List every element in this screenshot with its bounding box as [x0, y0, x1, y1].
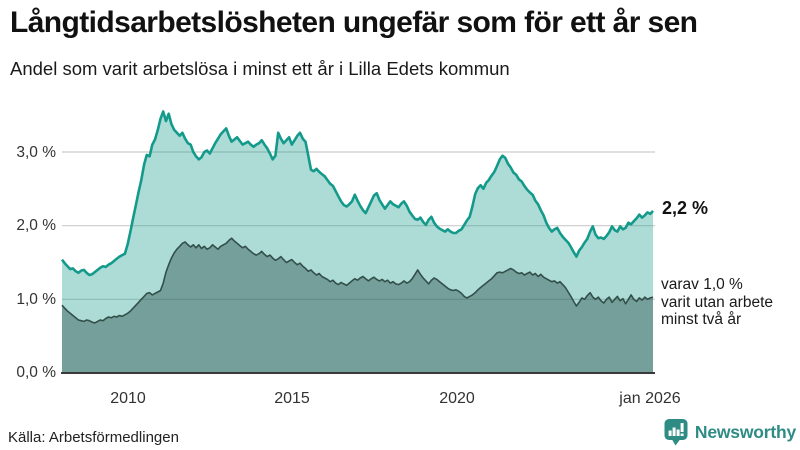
y-tick-label-0: 0,0 % [16, 364, 56, 381]
series-annotation: varav 1,0 % varit utan arbete minst två … [661, 276, 773, 329]
annotation-line-3: minst två år [661, 311, 742, 328]
x-tick-label-2015: 2015 [274, 390, 310, 407]
series-group [60, 110, 654, 373]
x-tick-label-2020: 2020 [439, 390, 475, 407]
annotation-line-2: varit utan arbete [661, 293, 774, 311]
series-0-area [62, 111, 653, 373]
y-tick-label-3: 3,0 % [16, 143, 56, 161]
series-0-line [60, 110, 654, 277]
newsworthy-brand-name: Newsworthy [694, 421, 796, 442]
newsworthy-brand[interactable]: Newsworthy [664, 418, 796, 446]
x-tick-label-jan-2026: jan 2026 [619, 390, 681, 407]
annotation-line-1: varav 1,0 % [661, 276, 743, 293]
source-credit: Källa: Arbetsförmedlingen [8, 429, 179, 446]
newsworthy-logo-icon [664, 419, 688, 446]
page-title: Långtidsarbetslösheten ungefär som för e… [10, 6, 698, 39]
x-tick-label-2010: 2010 [110, 390, 146, 407]
y-tick-label-1: 1,0 % [16, 290, 56, 308]
y-tick-label-2: 2,0 % [16, 217, 56, 234]
series-end-value-label: 2,2 % [662, 198, 709, 218]
chart-subtitle: Andel som varit arbetslösa i minst ett å… [10, 58, 510, 79]
series-1-line [61, 237, 654, 324]
gridlines [62, 151, 655, 300]
